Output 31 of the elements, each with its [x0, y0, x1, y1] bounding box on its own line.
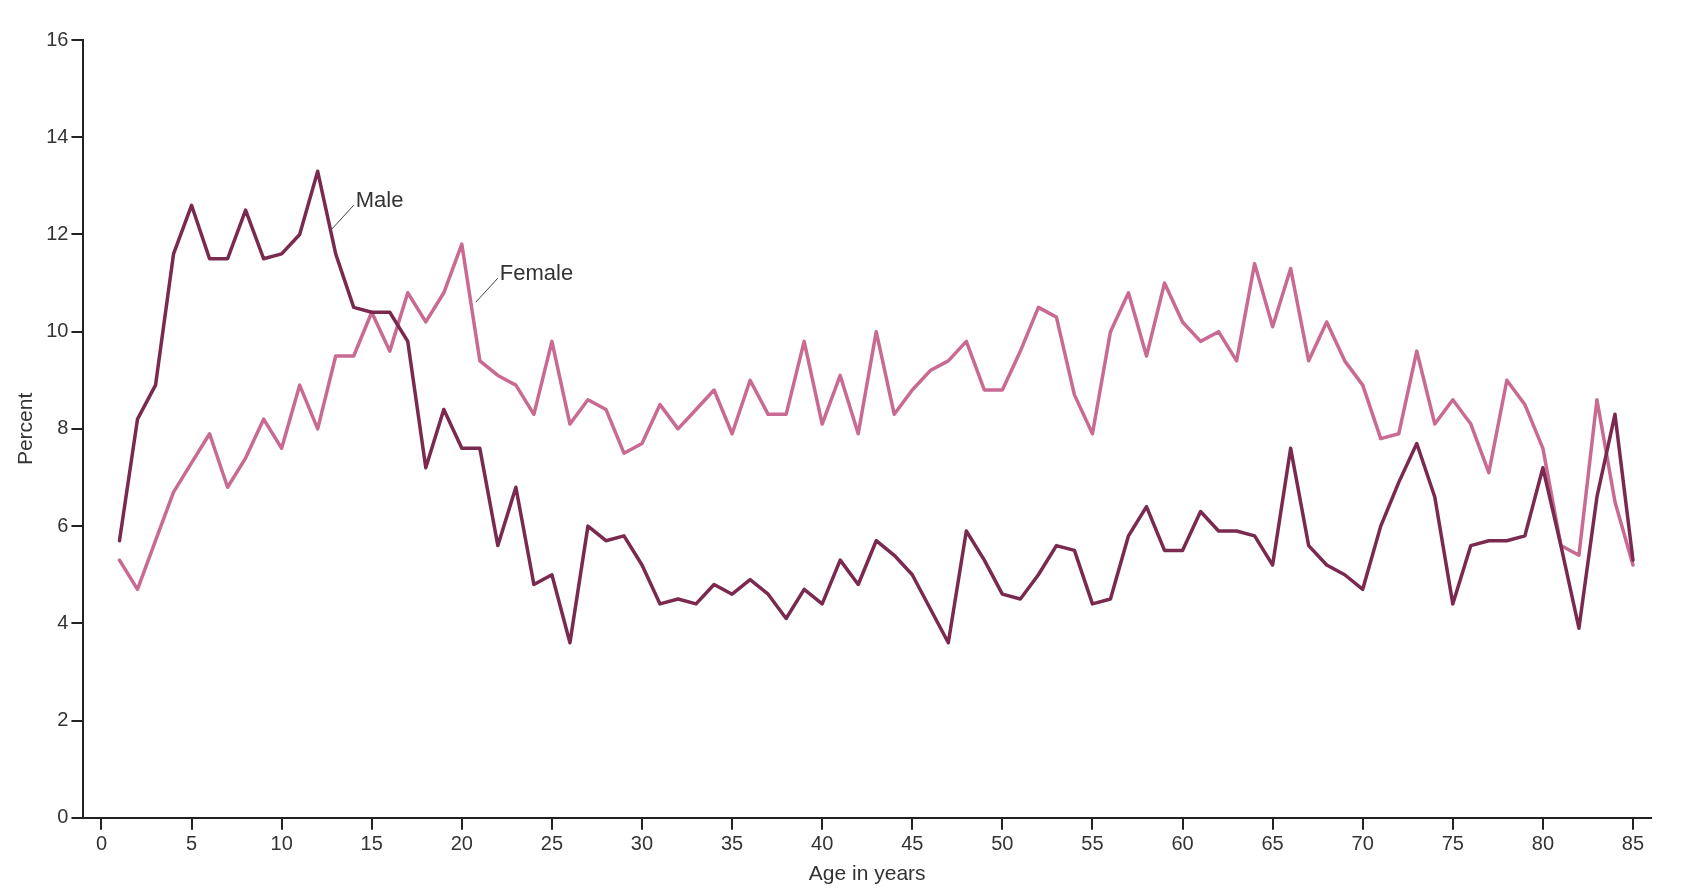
x-tick-label: 80	[1531, 832, 1555, 855]
y-tick-label: 16	[46, 27, 69, 50]
x-tick-label: 50	[991, 832, 1014, 855]
y-axis-title: Percent	[13, 392, 37, 466]
y-tick-label: 4	[57, 610, 69, 633]
y-tick-label: 2	[57, 708, 69, 731]
x-tick-label: 15	[360, 832, 383, 855]
x-tick-label: 75	[1441, 832, 1464, 855]
y-tick-label: 10	[46, 319, 69, 342]
x-tick-label: 35	[720, 832, 744, 855]
x-tick-label: 40	[811, 832, 834, 855]
series-label: Female	[499, 260, 574, 286]
x-tick-label: 55	[1081, 832, 1104, 855]
x-tick-label: 85	[1621, 832, 1645, 855]
x-tick-label: 20	[450, 832, 473, 855]
x-tick-label: 5	[185, 832, 198, 855]
x-tick-label: 45	[901, 832, 924, 855]
y-tick-label: 8	[57, 416, 69, 439]
x-tick-label: 25	[540, 832, 564, 855]
x-tick-label: 30	[630, 832, 654, 855]
series-label: Male	[355, 187, 404, 213]
x-axis-title: Age in years	[808, 861, 926, 885]
y-tick-label: 6	[57, 513, 69, 536]
x-tick-label: 70	[1351, 832, 1374, 855]
y-tick-label: 12	[46, 221, 69, 244]
x-tick-label: 10	[270, 832, 293, 855]
x-tick-label: 65	[1261, 832, 1284, 855]
x-tick-label: 0	[95, 832, 108, 855]
y-tick-label: 0	[57, 805, 69, 828]
x-tick-label: 60	[1171, 832, 1194, 855]
y-tick-label: 14	[46, 124, 69, 147]
